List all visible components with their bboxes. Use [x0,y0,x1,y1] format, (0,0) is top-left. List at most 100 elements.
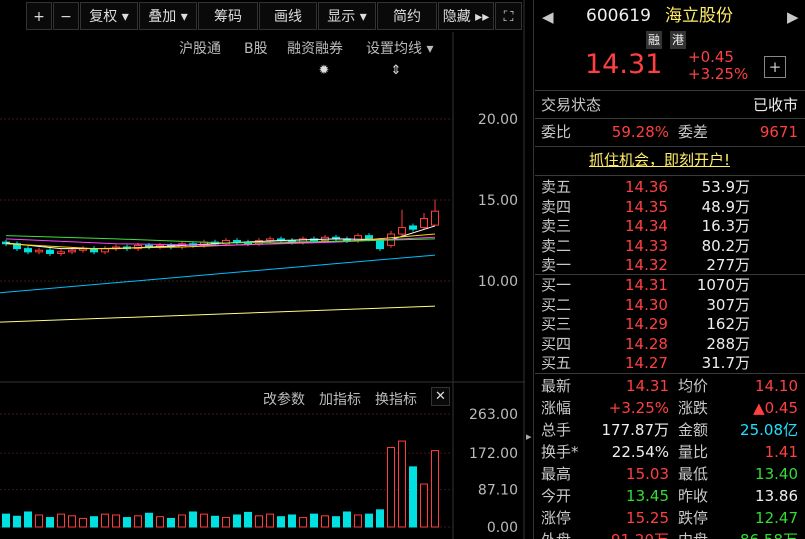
stat-value: 14.31 [626,377,669,395]
book-label: 卖一 [541,256,572,274]
stat-value: 15.25 [626,509,669,527]
book-price: 14.32 [625,256,668,274]
volume-bar [420,483,428,528]
stat-label: 跌停 [678,509,709,527]
toolbar-button[interactable]: 画线 [259,2,317,30]
book-volume: 31.7万 [701,354,750,372]
candle-body [57,251,65,254]
book-price: 14.30 [625,295,668,314]
stat-label: 金额 [678,421,709,439]
volume-bar [332,516,340,528]
indicator-link[interactable]: 改参数 [263,392,305,408]
book-price: 14.27 [625,354,668,372]
y-tick-label: 0.00 [487,520,518,536]
stat-label: 最高 [541,465,572,483]
subbar-link[interactable]: 沪股通 [179,41,221,57]
volume-bar [145,512,153,528]
book-volume: 53.9万 [701,178,750,196]
volume-bar [46,517,54,528]
subbar-link[interactable]: 融资融券 [287,41,343,57]
y-tick-label: 15.00 [478,193,518,209]
toolbar-button[interactable]: 筹码 [198,2,258,30]
book-volume: 277万 [706,256,750,274]
row-divider [535,373,805,374]
volume-bar [79,517,87,528]
book-label: 买五 [541,354,572,372]
stat-value: 14.10 [755,377,798,395]
toolbar-button[interactable]: 显示 ▾ [318,2,376,30]
volume-bar [57,513,65,528]
zoom-in[interactable]: + [26,2,52,30]
volume-bar [354,514,362,528]
close-indicator[interactable]: ✕ [431,387,450,406]
collapse-arrow[interactable]: ▸ [526,430,532,443]
stat-label: 涨跌 [678,399,709,417]
toolbar-button[interactable]: 叠加 ▾ [139,2,197,30]
book-volume: 48.9万 [701,197,750,216]
volume-bar [310,513,318,528]
toolbar-button[interactable]: 隐藏 ▸▸ [438,2,494,30]
candle-body [376,240,384,250]
volume-bar [233,514,241,528]
candle-body [222,240,230,245]
indicator-link[interactable]: 加指标 [319,392,361,408]
candle-body [24,248,32,253]
label: 复权 [89,9,118,25]
stat-value: 177.87万 [601,421,670,439]
candle-body [68,249,76,253]
tag: 融 [646,31,663,49]
subbar-link[interactable]: B股 [244,41,268,57]
change: +0.45 [688,48,734,66]
add-watch[interactable]: + [764,56,786,78]
book-price: 14.33 [625,236,668,255]
stat-value: ▲0.45 [753,399,798,417]
book-label: 卖三 [541,217,572,235]
row-divider [535,118,805,119]
volume-bar [156,516,164,528]
moving-average [0,254,436,294]
stat-label: 昨收 [678,487,709,505]
toolbar-button[interactable]: 复权 ▾ [80,2,138,30]
stat-label: 换手* [541,443,579,461]
volume-bar [266,513,274,528]
price: 14.31 [585,49,663,80]
volume-bar [321,515,329,528]
row-divider [535,146,805,147]
stat-value: 86.58万 [740,531,798,539]
volume-bar [35,514,43,528]
book-volume: 307万 [706,295,750,314]
candle-body [266,238,274,242]
toolbar-button[interactable]: 简约 [377,2,437,30]
book-label: 买一 [541,276,572,294]
stat-value: 12.47 [755,509,798,527]
stat-label: 最新 [541,377,572,395]
stat-label: 总手 [541,421,572,439]
y-tick-label: 263.00 [469,407,518,423]
stat-value: 13.40 [755,465,798,483]
stat-value: 1.41 [764,443,798,461]
book-price: 14.35 [625,197,668,216]
stat-label: 涨幅 [541,399,572,417]
stat-label: 今开 [541,487,572,505]
book-price: 14.29 [625,315,668,333]
next-stock[interactable]: ▶ [787,8,799,26]
y-tick-label: 20.00 [478,112,518,128]
promo-link[interactable]: 抓住机会，即刻开户! [589,151,731,169]
volume-bar [255,515,263,528]
book-volume: 80.2万 [701,236,750,255]
label: 显示 [327,9,356,25]
book-volume: 162万 [706,315,750,333]
indicator-link[interactable]: 换指标 [375,392,417,408]
subbar-link[interactable]: 设置均线 ▾ [366,41,434,57]
stat-label: 外盘 [541,531,571,539]
volume-bar [376,509,384,528]
prev-stock[interactable]: ◀ [542,8,554,26]
candle-body [354,235,362,242]
row-divider [535,175,805,176]
zoom-out[interactable]: − [53,2,79,30]
book-label: 卖四 [541,197,572,216]
volume-bar [299,517,307,528]
fullscreen[interactable]: ⛶ [495,2,522,30]
status: 已收市 [752,96,798,114]
